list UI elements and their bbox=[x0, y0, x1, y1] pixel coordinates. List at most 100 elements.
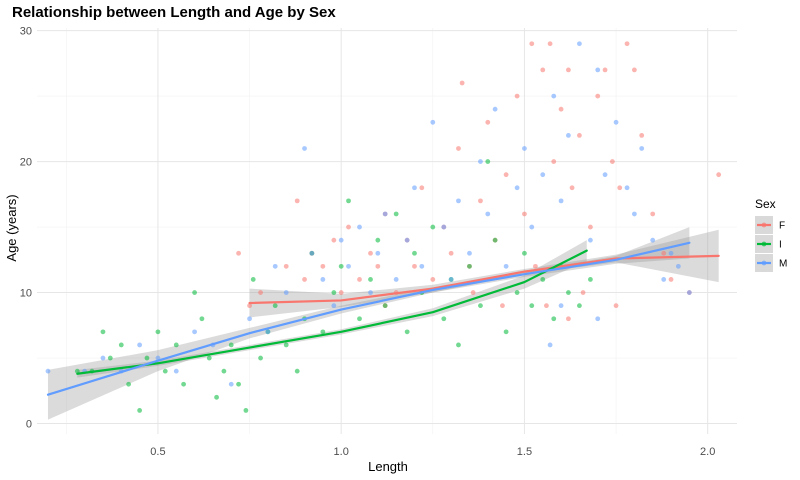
data-point-M bbox=[192, 329, 197, 335]
data-point-I bbox=[566, 290, 571, 295]
data-point-F bbox=[566, 67, 571, 73]
data-point-I bbox=[137, 408, 143, 413]
data-point-F bbox=[258, 290, 263, 295]
data-point-F bbox=[624, 41, 630, 47]
data-point-F bbox=[320, 263, 326, 269]
legend-label-F: F bbox=[779, 221, 785, 232]
confidence-band-M bbox=[47, 227, 690, 420]
data-point-I bbox=[338, 263, 344, 269]
data-point-M bbox=[588, 237, 593, 243]
data-point-M bbox=[577, 41, 582, 47]
confidence-bands bbox=[47, 227, 719, 420]
data-point-M bbox=[283, 290, 289, 295]
data-point-F bbox=[375, 263, 381, 269]
data-point-M bbox=[595, 67, 601, 73]
data-point-F bbox=[631, 67, 637, 73]
data-point-M bbox=[375, 250, 381, 256]
data-point-F bbox=[551, 159, 557, 164]
data-point-I bbox=[100, 329, 106, 335]
trend-lines bbox=[46, 241, 720, 396]
data-point-F bbox=[236, 250, 241, 256]
data-point-I bbox=[181, 381, 186, 387]
data-point-M bbox=[247, 316, 252, 322]
x-tick-label: 1.5 bbox=[517, 446, 532, 458]
data-point-F bbox=[456, 146, 461, 151]
data-point-M bbox=[137, 342, 143, 348]
data-point-M bbox=[639, 146, 645, 151]
data-point-I bbox=[551, 316, 557, 322]
data-point-M bbox=[566, 132, 571, 138]
data-point-F bbox=[357, 277, 362, 282]
data-point-I bbox=[228, 342, 234, 348]
data-point-I bbox=[478, 303, 483, 309]
data-point-F bbox=[716, 172, 722, 178]
data-point-F bbox=[544, 303, 549, 309]
data-point-F bbox=[331, 237, 337, 243]
data-point-I bbox=[529, 303, 535, 309]
data-point-M bbox=[441, 224, 447, 230]
data-point-M bbox=[602, 172, 608, 178]
data-point-F bbox=[346, 224, 351, 230]
data-point-I bbox=[357, 316, 362, 322]
data-point-M bbox=[558, 198, 564, 204]
data-point-F bbox=[639, 132, 645, 138]
data-point-I bbox=[382, 303, 388, 309]
legend-key-point-F bbox=[761, 222, 767, 228]
data-point-M bbox=[393, 277, 399, 282]
chart-title: Relationship between Length and Age by S… bbox=[12, 4, 336, 21]
data-point-M bbox=[368, 290, 373, 295]
data-point-F bbox=[448, 250, 454, 256]
data-point-I bbox=[236, 381, 241, 387]
data-point-F bbox=[617, 185, 623, 191]
data-point-I bbox=[467, 263, 472, 269]
data-point-M bbox=[595, 316, 601, 322]
data-point-F bbox=[650, 211, 656, 217]
data-point-M bbox=[412, 185, 417, 191]
data-point-M bbox=[522, 146, 527, 151]
data-point-I bbox=[522, 250, 527, 256]
data-point-M bbox=[478, 159, 483, 164]
data-point-I bbox=[272, 303, 278, 309]
data-point-I bbox=[577, 303, 582, 309]
data-point-M bbox=[346, 263, 351, 269]
data-point-I bbox=[243, 408, 249, 413]
data-point-F bbox=[302, 277, 307, 282]
data-point-F bbox=[533, 263, 538, 269]
data-point-I bbox=[375, 237, 381, 243]
data-point-I bbox=[412, 250, 417, 256]
data-point-F bbox=[566, 316, 571, 322]
data-point-M bbox=[631, 211, 637, 217]
data-point-F bbox=[569, 185, 575, 191]
data-point-I bbox=[404, 329, 410, 335]
data-point-M bbox=[686, 290, 692, 295]
data-point-I bbox=[155, 329, 161, 335]
data-point-M bbox=[551, 93, 557, 99]
data-point-I bbox=[206, 355, 212, 361]
data-point-F bbox=[514, 93, 520, 99]
data-point-I bbox=[162, 368, 168, 374]
data-point-I bbox=[346, 198, 351, 204]
data-point-I bbox=[331, 290, 337, 295]
data-point-F bbox=[430, 277, 436, 282]
data-point-I bbox=[126, 381, 132, 387]
data-point-M bbox=[624, 185, 630, 191]
data-point-F bbox=[540, 67, 546, 73]
data-point-I bbox=[588, 277, 593, 282]
y-tick-label: 10 bbox=[20, 288, 32, 300]
data-point-I bbox=[192, 290, 197, 295]
data-point-M bbox=[668, 250, 674, 256]
data-point-M bbox=[485, 211, 491, 217]
legend-label-M: M bbox=[779, 259, 787, 270]
data-point-F bbox=[602, 67, 608, 73]
data-point-I bbox=[441, 316, 447, 322]
data-point-F bbox=[609, 159, 615, 164]
legend-key-point-M bbox=[761, 260, 767, 266]
data-point-I bbox=[393, 211, 399, 217]
grid bbox=[37, 28, 737, 434]
data-point-F bbox=[661, 250, 667, 256]
x-tick-label: 2.0 bbox=[700, 446, 715, 458]
data-point-M bbox=[503, 263, 509, 269]
data-point-F bbox=[500, 303, 505, 309]
data-point-M bbox=[547, 342, 553, 348]
data-point-F bbox=[577, 132, 582, 138]
